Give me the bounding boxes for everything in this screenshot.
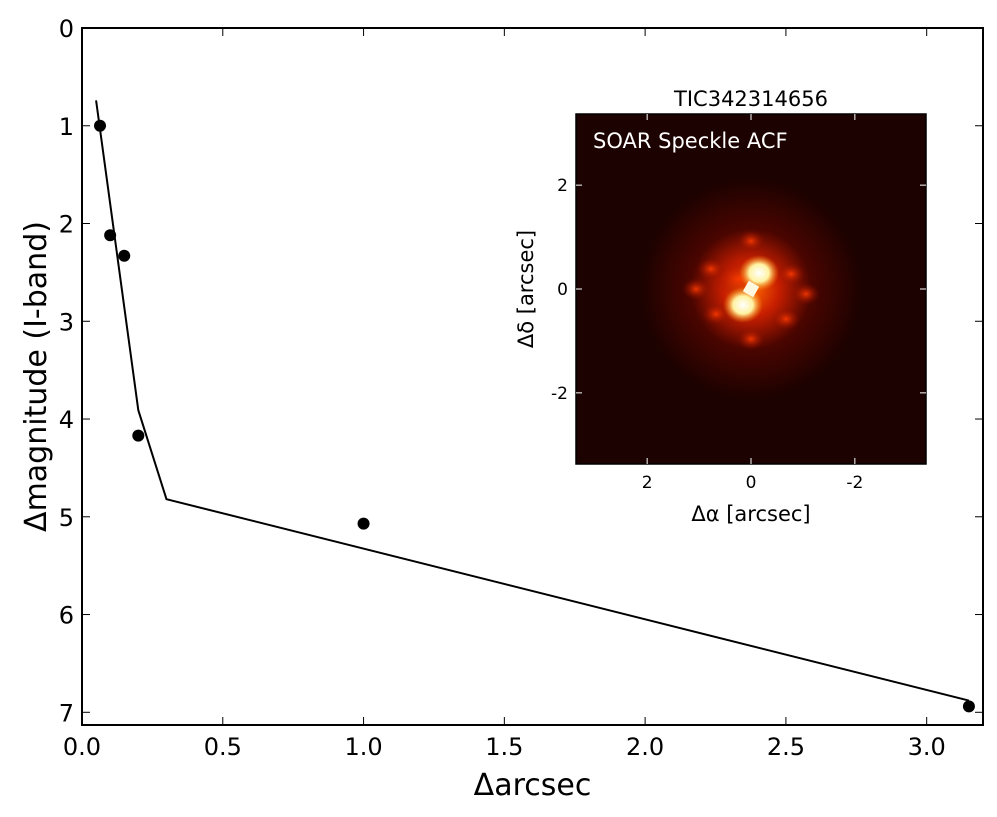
acf-peak: [723, 287, 763, 323]
acf-speckle: [772, 308, 800, 330]
x-tick-label: 1.0: [344, 733, 382, 761]
acf-speckle: [682, 278, 710, 300]
inset-y-tick-label: 0: [557, 280, 568, 300]
data-point: [104, 229, 117, 242]
y-tick-label: 6: [59, 602, 74, 630]
acf-peak: [739, 255, 779, 291]
acf-center: [742, 280, 760, 298]
x-tick-label: 0.0: [63, 733, 101, 761]
inset-y-tick-label: -2: [551, 384, 568, 404]
acf-speckle: [792, 283, 820, 305]
inset-y-tick-label: 2: [557, 176, 568, 196]
y-tick-label: 7: [59, 699, 74, 727]
acf-speckle: [777, 263, 805, 285]
x-tick-label: 1.5: [485, 733, 523, 761]
x-tick-label: 0.5: [204, 733, 242, 761]
inset-x-tick-label: -2: [846, 473, 863, 493]
y-tick-label: 3: [59, 308, 74, 336]
contrast-curve-line: [95, 100, 970, 702]
y-tick-label: 5: [59, 504, 74, 532]
y-tick-label: 2: [59, 211, 74, 239]
y-tick-label: 4: [59, 406, 74, 434]
inset-x-tick-label: 0: [746, 473, 757, 493]
acf-image: [576, 114, 926, 464]
data-point: [132, 429, 145, 442]
y-tick-label: 0: [59, 15, 74, 43]
data-point: [118, 249, 131, 262]
y-tick-label: 1: [59, 113, 74, 141]
inset-plot: 2 0 -2 2 0 -2 TIC342314656 SOAR Speckle ACF Δα […: [514, 87, 927, 526]
inset-y-axis-label: Δδ [arcsec]: [514, 230, 538, 348]
inset-annotation: SOAR Speckle ACF: [593, 129, 788, 153]
acf-speckle: [702, 303, 730, 325]
inset-x-axis-label: Δα [arcsec]: [691, 502, 810, 526]
x-tick-label: 2.5: [767, 733, 805, 761]
acf-speckle: [737, 328, 765, 350]
x-tick-label: 3.0: [908, 733, 946, 761]
inset-title: TIC342314656: [673, 87, 828, 111]
data-point: [94, 119, 107, 132]
y-axis-label: Δmagnitude (I-band): [19, 221, 54, 532]
data-point: [357, 517, 370, 530]
x-tick-label: 2.0: [626, 733, 664, 761]
x-axis-label: Δarcsec: [474, 768, 592, 803]
acf-speckle: [737, 230, 765, 252]
data-point: [962, 700, 975, 713]
inset-x-tick-label: 2: [642, 473, 653, 493]
